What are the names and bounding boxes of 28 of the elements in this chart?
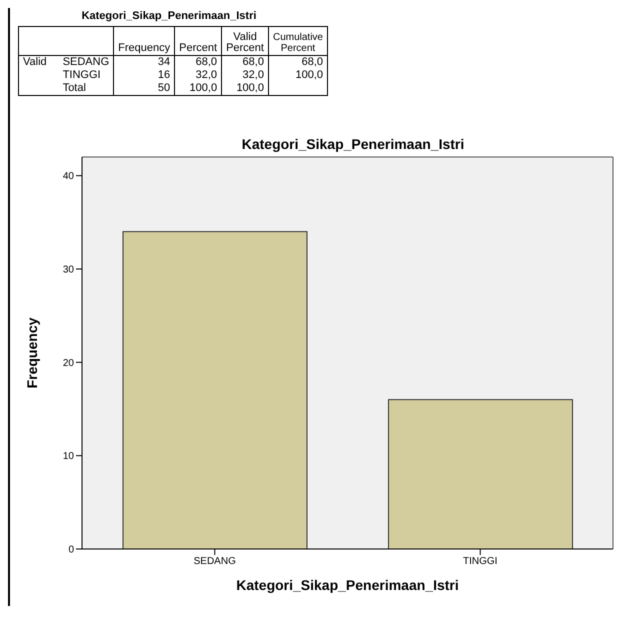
category-label: Frequency: [114, 26, 175, 56]
text: 50: [158, 82, 170, 94]
text: 68,0: [302, 56, 323, 68]
y-tick-label: 40: [62, 171, 74, 182]
y-tick-label: 0: [68, 544, 74, 556]
text: 32,0: [242, 69, 264, 81]
text: 100,0: [190, 82, 218, 94]
text: 100,0: [295, 69, 323, 81]
text: 16: [158, 69, 170, 81]
y-tick-label: 20: [62, 358, 74, 369]
x-axis-title: Kategori_Sikap_Penerimaan_Istri: [236, 577, 459, 593]
text: Total: [62, 82, 86, 94]
text: 68,0: [196, 56, 218, 68]
text: Valid: [23, 56, 47, 68]
text: Kategori_Sikap_Penerimaan_Istri: [80, 10, 258, 22]
y-tick-label: 10: [62, 451, 74, 462]
category-label: Valid Percent: [222, 26, 268, 56]
category-label: Percent: [174, 26, 222, 56]
category-label: Cumulative Percent: [268, 26, 328, 56]
text: 100,0: [236, 82, 264, 94]
text: TINGGI: [62, 69, 101, 81]
text: 34: [158, 56, 170, 68]
chart-title: Kategori_Sikap_Penerimaan_Istri: [240, 136, 466, 154]
text: SEDANG: [62, 56, 110, 68]
text: 68,0: [242, 56, 264, 68]
y-axis-title: Frequency: [24, 317, 40, 388]
text: 32,0: [196, 69, 218, 81]
y-tick-label: 30: [62, 264, 74, 276]
